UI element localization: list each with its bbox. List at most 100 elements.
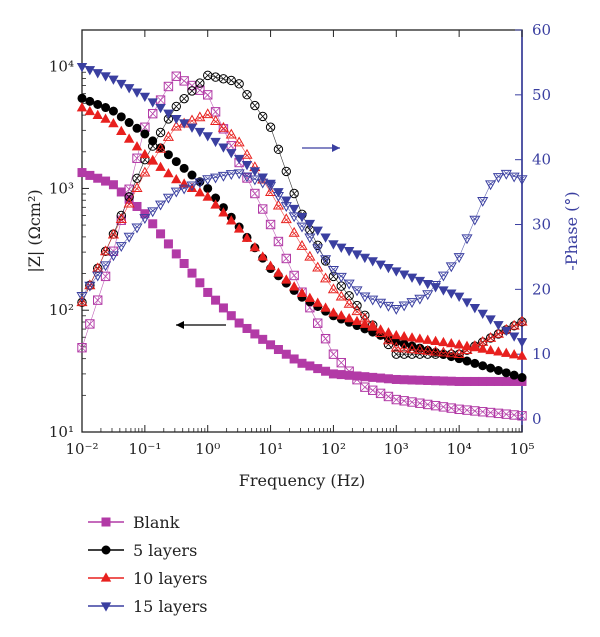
phase-point-cross [133,175,141,182]
phase-point-cross [179,76,189,86]
impedance-point [155,161,166,171]
impedance-point [313,364,323,374]
legend-marker [101,517,111,527]
phase-point [77,343,87,353]
impedance-point [234,318,244,328]
phase-point-cross [165,194,172,200]
impedance-point [501,326,512,337]
impedance-point [171,173,182,184]
phase-point-cross [126,233,132,239]
impedance-point [438,336,449,347]
phase-point-cross [338,282,345,290]
phase-point-cross [487,181,494,186]
phase-point-cross [486,408,496,417]
phase-point-cross [338,273,345,279]
impedance-point [328,369,338,379]
phase-point-cross [180,95,188,102]
phase-point-cross [401,302,407,307]
phase-point-cross [110,233,117,238]
impedance-point [195,278,205,288]
phase-point-cross [424,291,431,296]
phase-point-cross [479,340,486,345]
phase-point-cross [440,351,447,356]
impedance-point [187,170,197,180]
impedance-point [438,349,448,359]
phase-point-cross [116,215,126,225]
impedance-point [422,280,433,290]
phase-point [399,396,409,406]
x-tick-label: 10⁵ [509,440,534,458]
impedance-point [108,117,119,128]
phase-point [85,319,95,329]
impedance-point [147,155,158,165]
phase-point [203,90,213,100]
legend-item-10-layers: 10 layers [88,569,207,588]
phase-point-cross [173,103,180,110]
impedance-point [265,179,276,190]
legend-marker [100,602,112,612]
phase-point-cross [307,234,313,239]
phase-point [273,236,284,247]
phase-point [281,166,291,177]
phase-point [234,79,244,89]
phase-point-cross [446,403,456,413]
phase-point-cross [495,332,502,337]
phase-point [258,111,268,122]
impedance-point [430,283,441,293]
phase-point-cross [470,406,480,416]
phase-point-cross [283,217,290,223]
impedance-point [320,302,331,312]
x-tick-label: 10² [321,440,346,458]
impedance-point [312,226,323,236]
impedance-point [194,127,206,138]
phase-point [446,403,456,413]
impedance-point [108,106,118,116]
phase-point-cross [338,295,345,300]
phase-point-cross [336,358,346,368]
phase-point-cross [157,129,164,136]
impedance-point [101,103,111,113]
phase-point [493,408,504,419]
impedance-point [446,289,457,299]
x-tick-label: 10⁰ [195,440,220,458]
impedance-point [406,273,418,283]
phase-point-cross [423,399,433,409]
impedance-point [84,105,96,116]
phase-point [93,295,103,305]
legend-marker [101,545,111,555]
y-left-tick-label: 10⁴ [49,58,74,76]
impedance-point [202,191,213,201]
phase-point-cross [383,392,393,401]
phase-point-cross [346,280,352,286]
impedance-point [211,295,221,305]
impedance-point [399,375,409,385]
phase-point-cross [188,87,196,95]
phase-point [375,388,386,399]
phase-point-cross [322,276,329,282]
impedance-point [288,281,300,291]
phase-point-cross [415,398,425,408]
phase-point-cross [503,170,510,176]
phase-point [195,78,205,88]
impedance-point [430,335,441,345]
phase-point-cross [243,91,251,98]
series-blank [77,71,527,421]
phase-point-cross [148,109,158,119]
phase-point [328,349,339,359]
impedance-point [367,321,378,331]
phase-point-cross [102,249,109,255]
impedance-point [233,223,245,233]
phase-point-cross [173,188,180,194]
impedance-point [351,250,363,260]
phase-point-cross [236,170,242,175]
phase-point [250,100,260,111]
phase-point [407,397,417,407]
phase-point-cross [156,95,166,105]
impedance-point [281,196,292,206]
impedance-point [414,276,426,287]
impedance-point [477,343,488,353]
phase-point-cross [307,255,313,260]
phase-point-cross [509,410,519,420]
phase-point-cross [291,213,297,218]
phase-point-cross [440,272,447,278]
